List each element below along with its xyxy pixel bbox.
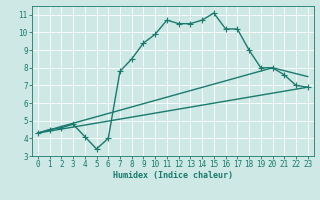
X-axis label: Humidex (Indice chaleur): Humidex (Indice chaleur)	[113, 171, 233, 180]
